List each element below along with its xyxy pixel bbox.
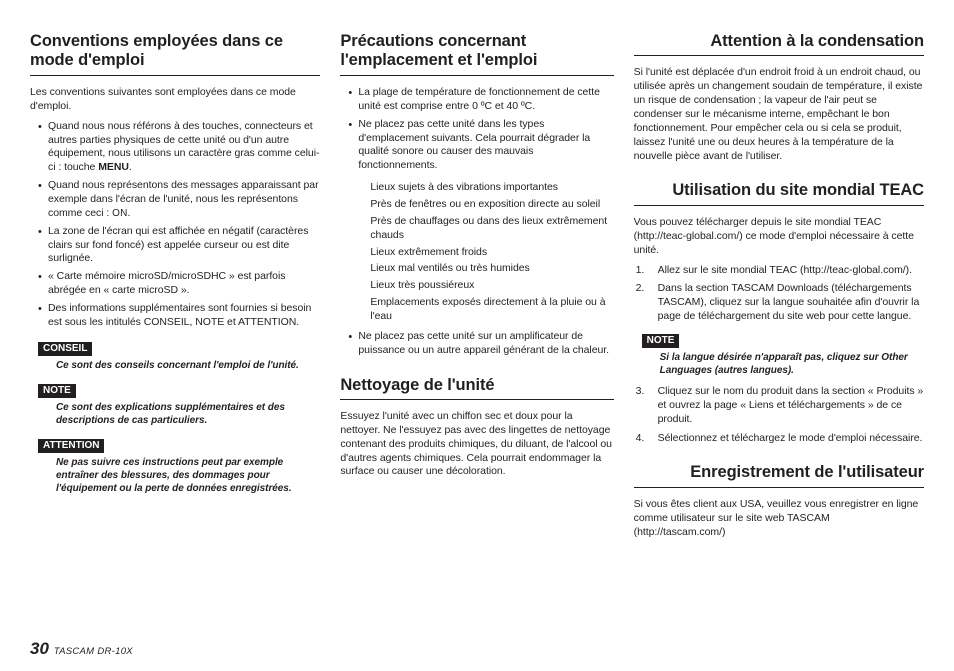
list-item: Ne placez pas cette unité dans les types… (358, 118, 613, 173)
precautions-list-2: Ne placez pas cette unité sur un amplifi… (358, 330, 613, 358)
num: 4. (636, 432, 645, 446)
tag-conseil-body: Ce sont des conseils concernant l'emploi… (56, 359, 320, 372)
list-item: Lieux mal ventilés ou très humides (370, 262, 613, 276)
teac-intro-text: Vous pouvez télécharger depuis le site m… (634, 216, 924, 258)
nettoyage-text: Essuyez l'unité avec un chiffon sec et d… (340, 410, 613, 479)
tag-note-body: Si la langue désirée n'apparaît pas, cli… (660, 351, 924, 377)
page-number: 30 (30, 639, 49, 658)
tag-note: NOTE (38, 384, 76, 398)
list-item: Lieux très poussiéreux (370, 279, 613, 293)
column-1: Conventions employées dans ce mode d'emp… (30, 32, 320, 632)
tag-attention-body: Ne pas suivre ces instructions peut par … (56, 456, 320, 495)
num: 1. (636, 264, 645, 278)
num: 2. (636, 282, 645, 296)
list-item: Lieux extrêmement froids (370, 246, 613, 260)
list-item: Quand nous nous référons à des touches, … (48, 120, 320, 175)
column-3: Attention à la condensation Si l'unité e… (634, 32, 924, 632)
list-item: 2.Dans la section TASCAM Downloads (télé… (652, 282, 924, 324)
page-columns: Conventions employées dans ce mode d'emp… (30, 32, 924, 632)
list-item: Près de fenêtres ou en exposition direct… (370, 198, 613, 212)
heading-condensation: Attention à la condensation (634, 32, 924, 56)
list-item: Près de chauffages ou dans des lieux ext… (370, 215, 613, 243)
list-item: Lieux sujets à des vibrations importante… (370, 181, 613, 195)
precautions-list: La plage de température de fonctionnemen… (358, 86, 613, 173)
text: . (128, 207, 131, 219)
list-item: « Carte mémoire microSD/microSDHC » est … (48, 270, 320, 298)
locations-sublist: Lieux sujets à des vibrations importante… (370, 181, 613, 324)
heading-teac-site: Utilisation du site mondial TEAC (634, 181, 924, 205)
list-item: 1.Allez sur le site mondial TEAC (http:/… (652, 264, 924, 278)
list-item: La zone de l'écran qui est affichée en n… (48, 225, 320, 267)
list-item: 3.Cliquez sur le nom du produit dans la … (652, 385, 924, 427)
list-item: Emplacements exposés directement à la pl… (370, 296, 613, 324)
intro-text: Les conventions suivantes sont employées… (30, 86, 320, 114)
num: 3. (636, 385, 645, 399)
conventions-list: Quand nous nous référons à des touches, … (48, 120, 320, 330)
text: Dans la section TASCAM Downloads (téléch… (658, 282, 920, 322)
registration-text: Si vous êtes client aux USA, veuillez vo… (634, 498, 924, 540)
tag-note-body: Ce sont des explications supplémentaires… (56, 401, 320, 427)
text: Cliquez sur le nom du produit dans la se… (658, 385, 924, 425)
teac-steps-list: 1.Allez sur le site mondial TEAC (http:/… (652, 264, 924, 324)
text: . (129, 161, 132, 173)
bold-text: MENU (98, 161, 129, 173)
page-footer: 30 TASCAM DR-10X (30, 639, 133, 659)
product-model: TASCAM DR-10X (54, 646, 133, 657)
heading-conventions: Conventions employées dans ce mode d'emp… (30, 32, 320, 76)
text: Quand nous nous référons à des touches, … (48, 120, 319, 174)
list-item: La plage de température de fonctionnemen… (358, 86, 613, 114)
list-item: 4.Sélectionnez et téléchargez le mode d'… (652, 432, 924, 446)
heading-nettoyage: Nettoyage de l'unité (340, 376, 613, 400)
heading-registration: Enregistrement de l'utilisateur (634, 463, 924, 487)
condensation-text: Si l'unité est déplacée d'un endroit fro… (634, 66, 924, 163)
tag-conseil: CONSEIL (38, 342, 92, 356)
teac-steps-list-2: 3.Cliquez sur le nom du produit dans la … (652, 385, 924, 445)
column-2: Précautions concernant l'emplacement et … (340, 32, 613, 632)
list-item: Des informations supplémentaires sont fo… (48, 302, 320, 330)
text: Allez sur le site mondial TEAC (http://t… (658, 264, 912, 276)
tag-note: NOTE (642, 334, 680, 348)
lcd-text: ON (112, 208, 127, 219)
heading-precautions: Précautions concernant l'emplacement et … (340, 32, 613, 76)
text: Quand nous représentons des messages app… (48, 179, 319, 219)
text: Sélectionnez et téléchargez le mode d'em… (658, 432, 923, 444)
tag-attention: ATTENTION (38, 439, 104, 453)
list-item: Ne placez pas cette unité sur un amplifi… (358, 330, 613, 358)
list-item: Quand nous représentons des messages app… (48, 179, 320, 221)
